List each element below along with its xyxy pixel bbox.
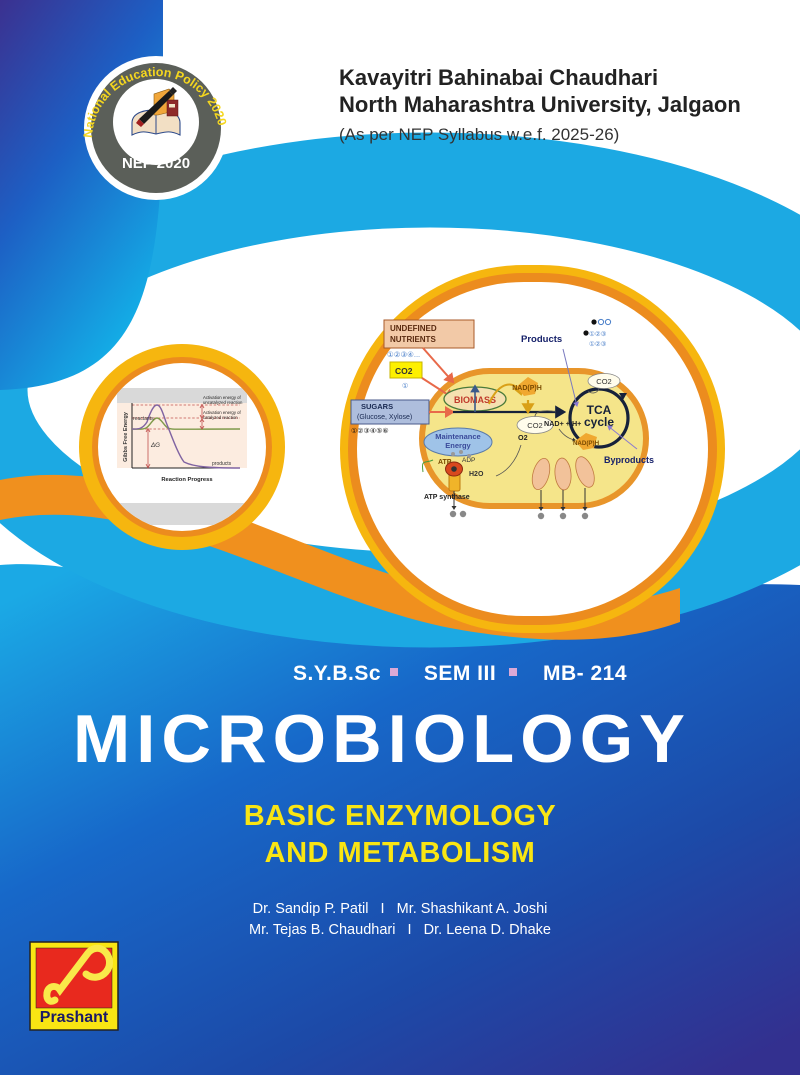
svg-text:Dr. Sandip P. Patil I Mr.: Dr. Sandip P. Patil I Mr. Shashikant A. … (253, 901, 548, 917)
svg-text:NAD+ + H+: NAD+ + H+ (544, 419, 581, 428)
svg-text:NAD(P)H: NAD(P)H (573, 440, 600, 447)
svg-text:SUGARS: SUGARS (361, 402, 393, 411)
svg-text:Prashant: Prashant (40, 1009, 109, 1026)
svg-text:North Maharashtra University,: North Maharashtra University, Jalgaon (339, 92, 741, 117)
svg-text:catalyzed reaction: catalyzed reaction (203, 415, 238, 420)
svg-text:products: products (212, 461, 232, 467)
svg-text:NUTRIENTS: NUTRIENTS (390, 335, 436, 344)
svg-text:ADP: ADP (462, 457, 475, 464)
svg-text:BASIC ENZYMOLOGY: BASIC ENZYMOLOGY (244, 800, 557, 832)
svg-text:CO2: CO2 (527, 421, 542, 430)
svg-text:CO2: CO2 (395, 366, 413, 376)
svg-text:Kavayitri Bahinabai Chaudhari: Kavayitri Bahinabai Chaudhari (339, 65, 658, 90)
svg-text:ΔG: ΔG (150, 442, 160, 449)
svg-text:Mr. Tejas B. Chaudhari I D: Mr. Tejas B. Chaudhari I Dr. Leena D. Dh… (249, 922, 551, 938)
svg-text:Products: Products (521, 334, 562, 345)
svg-text:NEP 2020: NEP 2020 (122, 155, 190, 172)
svg-text:UNDEFINED: UNDEFINED (390, 324, 437, 333)
svg-text:(Glucose, Xylose): (Glucose, Xylose) (357, 414, 412, 421)
svg-text:H2O: H2O (469, 471, 484, 478)
svg-text:①②③: ①②③ (589, 340, 607, 348)
svg-text:MB- 214: MB- 214 (543, 662, 627, 685)
svg-text:ATP synthase: ATP synthase (424, 494, 470, 501)
svg-text:ATP: ATP (438, 459, 452, 466)
svg-text:Energy: Energy (445, 441, 471, 450)
svg-text:CO2: CO2 (596, 377, 611, 386)
svg-text:uncatalyzed reaction: uncatalyzed reaction (203, 400, 243, 405)
svg-text:AND METABOLISM: AND METABOLISM (265, 837, 536, 869)
svg-text:①②③④...: ①②③④... (387, 350, 420, 359)
svg-text:MICROBIOLOGY: MICROBIOLOGY (73, 701, 691, 777)
svg-text:Byproducts: Byproducts (604, 455, 654, 465)
svg-text:NAD(P)H: NAD(P)H (512, 385, 542, 392)
svg-text:reactants: reactants (133, 416, 154, 422)
svg-text:O2: O2 (518, 433, 528, 442)
svg-text:①: ① (402, 382, 408, 390)
svg-text:Reaction Progress: Reaction Progress (161, 477, 212, 483)
svg-text:①②③: ①②③ (589, 330, 607, 338)
svg-text:Gibbs Free Energy: Gibbs Free Energy (123, 411, 129, 462)
svg-text:S.Y.B.Sc: S.Y.B.Sc (293, 662, 381, 685)
svg-text:Maintenance: Maintenance (435, 432, 480, 441)
svg-text:①②③④⑤⑥: ①②③④⑤⑥ (351, 427, 389, 435)
svg-text:SEM III: SEM III (424, 662, 496, 685)
svg-text:(As per NEP Syllabus w.e.f. 20: (As per NEP Syllabus w.e.f. 2025-26) (339, 125, 619, 144)
